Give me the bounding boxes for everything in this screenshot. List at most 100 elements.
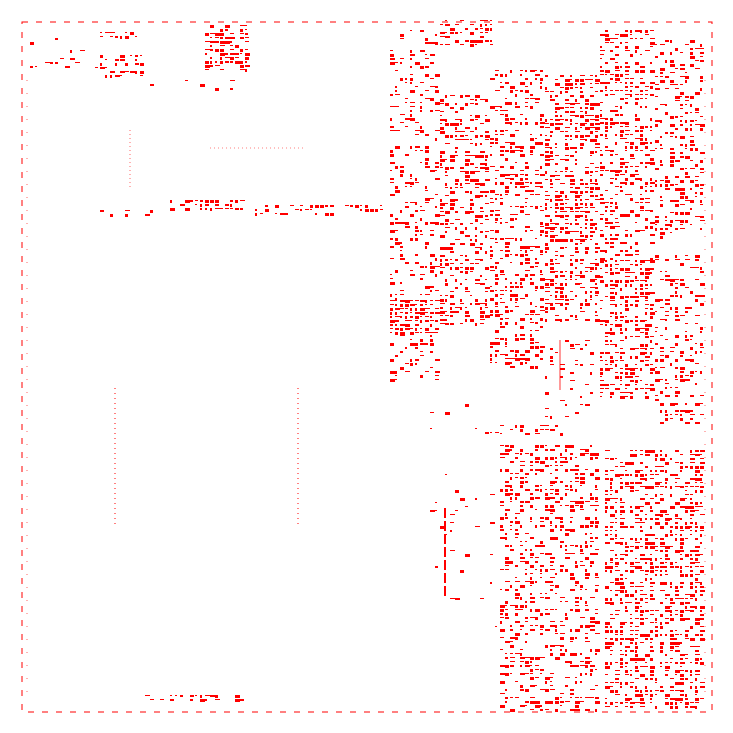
layout-cell [680, 598, 684, 599]
layout-cell [555, 147, 557, 148]
layout-cell [500, 270, 504, 273]
layout-cell [650, 348, 654, 349]
layout-cell [535, 346, 539, 349]
layout-cell [650, 38, 655, 39]
layout-cell [240, 61, 243, 64]
layout-cell [570, 517, 573, 518]
layout-cell [495, 142, 498, 144]
layout-cell [415, 210, 418, 212]
layout-cell [575, 195, 580, 198]
layout-cell [265, 205, 268, 207]
layout-cell [475, 235, 477, 237]
layout-cell [505, 318, 509, 319]
layout-cell [440, 319, 445, 321]
layout-cell [555, 291, 558, 293]
layout-cell [595, 103, 600, 106]
layout-cell [660, 626, 663, 629]
layout-cell [620, 642, 622, 645]
layout-cell [505, 362, 510, 365]
layout-cell [550, 179, 552, 182]
layout-cell [240, 49, 243, 52]
layout-cell [630, 86, 633, 87]
layout-cell [610, 214, 613, 215]
layout-cell [515, 453, 519, 454]
layout-cell [465, 139, 469, 140]
layout-cell [670, 630, 673, 632]
layout-cell [540, 206, 542, 207]
layout-cell [540, 350, 543, 353]
layout-cell [605, 598, 608, 601]
layout-cell [585, 115, 590, 116]
layout-cell [640, 590, 643, 591]
layout-cell [480, 163, 485, 165]
layout-cell [540, 310, 545, 311]
layout-cell [515, 294, 518, 297]
layout-cell [500, 198, 503, 199]
layout-cell [590, 673, 592, 676]
layout-cell [520, 469, 523, 472]
layout-cell [405, 186, 407, 187]
layout-cell [525, 206, 527, 207]
layout-cell [190, 695, 194, 697]
layout-cell [460, 167, 464, 169]
layout-cell [585, 661, 590, 664]
layout-cell [570, 111, 575, 113]
layout-cell [660, 470, 664, 472]
layout-cell [650, 566, 654, 569]
layout-cell [560, 183, 565, 184]
layout-cell [545, 163, 550, 166]
layout-cell [700, 454, 702, 455]
layout-cell [505, 513, 507, 516]
layout-cell [560, 601, 562, 602]
layout-cell [650, 670, 654, 673]
layout-cell [220, 37, 223, 39]
layout-cell [685, 403, 687, 405]
layout-cell [510, 214, 515, 215]
layout-cell [435, 90, 439, 93]
layout-cell [625, 308, 629, 311]
layout-cell [615, 264, 619, 265]
layout-cell [620, 522, 624, 525]
layout-cell [660, 232, 665, 235]
layout-cell [510, 218, 514, 221]
layout-cell [510, 206, 512, 207]
layout-cell [650, 94, 654, 96]
layout-cell [650, 324, 652, 327]
layout-cell [660, 80, 665, 83]
layout-cell [665, 355, 669, 358]
layout-cell [510, 673, 512, 674]
layout-cell [345, 205, 349, 206]
layout-cell [415, 238, 418, 241]
layout-cell [690, 124, 692, 126]
layout-cell [605, 706, 610, 707]
layout-cell [495, 350, 499, 352]
layout-cell [500, 298, 502, 299]
layout-cell [650, 630, 653, 633]
layout-cell [555, 477, 558, 479]
layout-cell [445, 24, 450, 26]
layout-cell [500, 489, 503, 492]
layout-cell [605, 218, 608, 221]
layout-cell [650, 570, 654, 573]
layout-cell [540, 182, 542, 184]
layout-cell [685, 630, 689, 632]
layout-cell [395, 222, 400, 224]
layout-cell [600, 214, 604, 215]
layout-cell [630, 142, 634, 145]
layout-cell [635, 130, 639, 132]
layout-cell [445, 95, 447, 98]
layout-cell [640, 598, 643, 601]
layout-cell [435, 332, 438, 333]
layout-cell [525, 633, 528, 635]
layout-cell [620, 158, 624, 160]
layout-cell [485, 167, 489, 170]
layout-cell [600, 194, 603, 196]
layout-cell [625, 542, 627, 545]
layout-cell [675, 48, 678, 51]
layout-cell [635, 702, 640, 703]
layout-cell [580, 135, 584, 138]
layout-cell [635, 276, 637, 279]
layout-cell [480, 303, 485, 304]
layout-cell [670, 562, 673, 565]
layout-cell [595, 649, 600, 652]
